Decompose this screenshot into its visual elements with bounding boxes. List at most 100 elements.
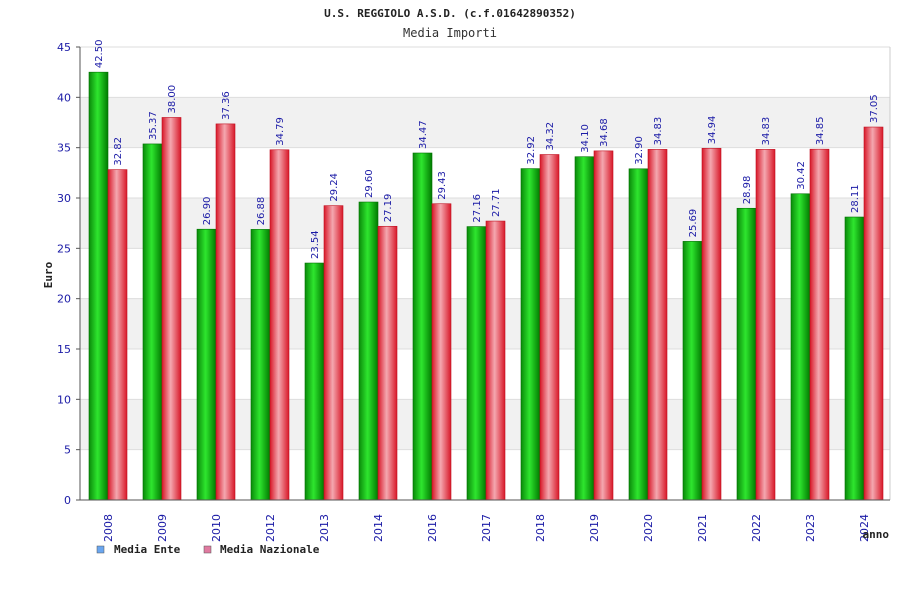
plot-band (80, 47, 890, 98)
y-tick-label: 10 (57, 393, 71, 406)
x-tick-label: 2018 (534, 514, 547, 542)
value-label: 32.90 (634, 136, 645, 165)
x-tick-label: 2022 (750, 514, 763, 542)
bar-media-ente-2021 (682, 241, 703, 501)
value-label: 34.94 (707, 116, 718, 145)
value-label: 27.19 (383, 194, 394, 223)
y-tick-label: 40 (57, 91, 71, 104)
bar-media-nazionale-2020 (647, 149, 668, 501)
value-label: 34.83 (653, 117, 664, 146)
bar-media-nazionale-2023 (809, 148, 830, 501)
bars (88, 71, 884, 501)
bar-media-ente-2016 (412, 152, 433, 501)
chart-subtitle: Media Importi (403, 26, 497, 40)
bar-media-ente-2017 (466, 226, 487, 501)
plot-band (80, 97, 890, 148)
x-tick-label: 2023 (804, 514, 817, 542)
value-label: 28.11 (850, 184, 861, 213)
value-label: 32.82 (113, 137, 124, 166)
value-label: 34.10 (580, 124, 591, 153)
bar-media-ente-2013 (304, 262, 325, 501)
value-label: 28.98 (742, 176, 753, 205)
value-label: 27.16 (472, 194, 483, 223)
bar-media-nazionale-2024 (863, 126, 884, 501)
bar-media-ente-2012 (250, 229, 271, 501)
value-label: 34.85 (815, 117, 826, 146)
bar-media-nazionale-2013 (323, 205, 344, 501)
bar-media-nazionale-2012 (269, 149, 290, 501)
value-label: 26.90 (202, 197, 213, 226)
bar-media-nazionale-2018 (539, 154, 560, 501)
plot-band (80, 147, 890, 198)
legend-swatch-media-nazionale (203, 545, 212, 554)
value-label: 29.43 (437, 171, 448, 200)
value-label: 25.69 (688, 209, 699, 238)
x-tick-label: 2021 (696, 514, 709, 542)
y-tick-label: 45 (57, 41, 71, 54)
bar-media-nazionale-2008 (107, 169, 128, 501)
x-tick-label: 2013 (318, 514, 331, 542)
y-tick-label: 35 (57, 142, 71, 155)
legend-label-media-nazionale: Media Nazionale (220, 543, 320, 556)
x-tick-label: 2012 (264, 514, 277, 542)
bar-media-ente-2024 (844, 216, 865, 501)
value-label: 35.37 (148, 111, 159, 140)
y-tick-label: 25 (57, 242, 71, 255)
bar-media-ente-2014 (358, 201, 379, 501)
x-axis-title: anno (863, 528, 890, 541)
legend: Media Ente Media Nazionale (96, 543, 320, 556)
y-tick-label: 15 (57, 343, 71, 356)
x-tick-label: 2016 (426, 514, 439, 542)
bar-media-ente-2023 (790, 193, 811, 501)
bar-media-ente-2020 (628, 168, 649, 501)
value-label: 34.47 (418, 120, 429, 149)
y-tick-label: 5 (64, 444, 71, 457)
bar-media-nazionale-2009 (161, 117, 182, 501)
bar-media-nazionale-2017 (485, 220, 506, 501)
x-tick-label: 2020 (642, 514, 655, 542)
bar-media-nazionale-2022 (755, 149, 776, 501)
value-label: 34.32 (545, 122, 556, 151)
y-tick-label: 20 (57, 293, 71, 306)
bar-media-ente-2019 (574, 156, 595, 501)
x-axis-ticks: 2008 2009 2010 2012 2013 2014 2016 2017 2018 2019… (102, 514, 871, 542)
bar-media-nazionale-2014 (377, 225, 398, 501)
value-label: 29.24 (329, 173, 340, 202)
x-tick-label: 2019 (588, 514, 601, 542)
x-tick-label: 2010 (210, 514, 223, 542)
value-label: 34.79 (275, 117, 286, 146)
bar-media-ente-2008 (88, 71, 109, 501)
value-label: 26.88 (256, 197, 267, 226)
bar-media-nazionale-2021 (701, 147, 722, 501)
bar-media-ente-2018 (520, 168, 541, 501)
value-label: 27.71 (491, 188, 502, 217)
chart-title: U.S. REGGIOLO A.S.D. (c.f.01642890352) (324, 7, 576, 20)
value-label: 37.05 (869, 94, 880, 123)
x-tick-label: 2014 (372, 514, 385, 542)
value-labels: 42.50 32.82 35.37 38.00 26.90 37.36 26.88 34.79… (94, 40, 880, 260)
y-tick-label: 0 (64, 494, 71, 507)
value-label: 42.50 (94, 40, 105, 69)
bar-media-nazionale-2010 (215, 123, 236, 501)
y-tick-label: 30 (57, 192, 71, 205)
legend-swatch-media-ente (96, 545, 105, 554)
value-label: 38.00 (167, 85, 178, 114)
value-label: 34.83 (761, 117, 772, 146)
x-tick-label: 2009 (156, 514, 169, 542)
x-tick-label: 2024 (858, 514, 871, 542)
bar-media-ente-2022 (736, 207, 757, 501)
bar-media-nazionale-2019 (593, 150, 614, 501)
x-tick-label: 2008 (102, 514, 115, 542)
bar-media-nazionale-2016 (431, 203, 452, 501)
legend-label-media-ente: Media Ente (114, 543, 181, 556)
value-label: 23.54 (310, 230, 321, 259)
value-label: 37.36 (221, 91, 232, 120)
y-axis-title: Euro (42, 261, 55, 288)
bar-media-ente-2009 (142, 143, 163, 501)
value-label: 29.60 (364, 169, 375, 198)
value-label: 32.92 (526, 136, 537, 165)
y-axis-ticks: 0 5 10 15 20 25 30 35 40 45 (57, 41, 80, 507)
value-label: 30.42 (796, 161, 807, 190)
value-label: 34.68 (599, 118, 610, 147)
